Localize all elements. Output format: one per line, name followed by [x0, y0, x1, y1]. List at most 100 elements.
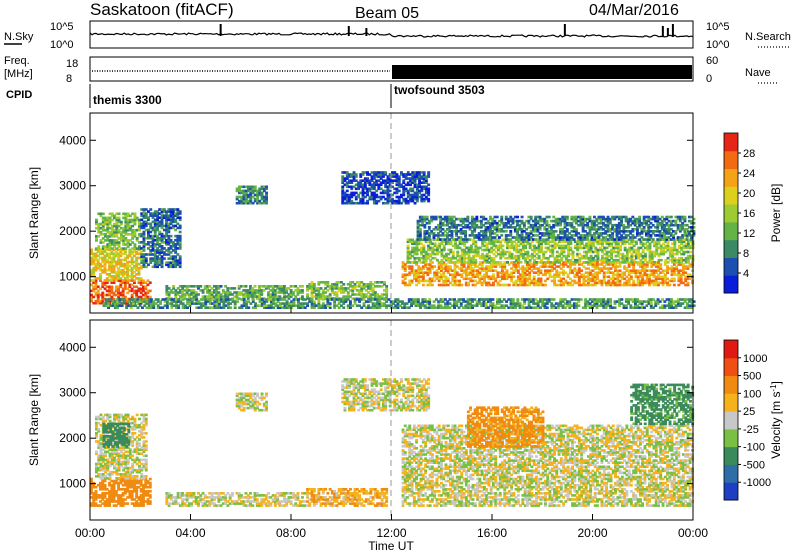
data-cell — [160, 216, 164, 219]
data-cell — [588, 232, 592, 235]
data-cell — [538, 236, 542, 239]
data-cell — [555, 269, 559, 272]
data-cell — [543, 232, 547, 235]
data-cell — [485, 273, 489, 277]
data-cell — [122, 243, 126, 246]
data-cell — [561, 217, 565, 221]
data-cell — [665, 221, 669, 225]
data-cell — [467, 254, 471, 258]
data-cell — [119, 283, 123, 287]
data-cell — [483, 261, 487, 264]
data-cell — [409, 197, 412, 201]
data-cell — [448, 219, 452, 223]
data-cell — [112, 271, 116, 274]
data-cell — [114, 277, 118, 280]
data-cell — [108, 243, 112, 246]
data-cell — [134, 304, 138, 307]
data-cell — [386, 199, 390, 203]
data-cell — [436, 258, 439, 262]
data-cell — [629, 269, 633, 272]
data-cell — [479, 238, 483, 241]
data-cell — [512, 248, 516, 252]
data-cell — [138, 300, 142, 303]
data-cell — [632, 244, 636, 248]
data-cell — [484, 230, 488, 233]
data-cell — [153, 224, 157, 228]
data-cell — [558, 246, 561, 250]
data-cell — [492, 242, 496, 246]
data-cell — [415, 273, 418, 277]
data-cell — [643, 269, 647, 272]
data-cell — [499, 250, 503, 254]
data-cell — [326, 281, 330, 284]
data-cell — [456, 250, 460, 254]
data-cell — [555, 250, 559, 254]
data-cell — [178, 224, 182, 228]
data-cell — [536, 226, 540, 229]
data-cell — [442, 267, 446, 270]
data-cell — [103, 260, 107, 264]
data-cell — [674, 219, 678, 223]
data-cell — [151, 212, 155, 215]
data-cell — [658, 236, 662, 239]
data-cell — [581, 230, 585, 233]
data-cell — [616, 252, 620, 256]
data-cell — [156, 263, 159, 267]
data-cell — [674, 230, 678, 233]
data-cell — [242, 189, 246, 193]
data-cell — [623, 265, 627, 268]
data-cell — [133, 285, 136, 289]
data-cell — [632, 271, 636, 274]
data-cell — [237, 293, 241, 296]
data-cell — [681, 228, 685, 231]
data-cell — [411, 175, 415, 178]
data-cell — [114, 275, 118, 278]
data-cell — [458, 242, 462, 246]
data-cell — [628, 246, 632, 250]
data-cell — [668, 248, 672, 252]
data-cell — [549, 254, 552, 258]
data-cell — [92, 268, 96, 272]
data-cell — [306, 289, 309, 292]
data-cell — [501, 238, 505, 242]
data-cell — [142, 245, 146, 248]
data-cell — [351, 287, 355, 290]
data-cell — [467, 246, 471, 250]
data-cell — [333, 285, 337, 288]
data-cell — [397, 195, 401, 199]
data-cell — [426, 246, 430, 250]
data-cell — [373, 293, 377, 296]
data-cell — [416, 230, 420, 233]
data-cell — [144, 214, 148, 217]
data-cell — [569, 246, 573, 250]
data-cell — [122, 247, 126, 250]
nsky-label: N.Sky — [4, 31, 34, 43]
data-cell — [616, 250, 620, 254]
data-cell — [662, 250, 665, 254]
data-cell — [659, 275, 663, 279]
data-cell — [491, 223, 495, 227]
data-cell — [556, 234, 560, 237]
data-cell — [411, 199, 415, 203]
data-cell — [153, 220, 157, 224]
data-cell — [156, 216, 159, 219]
data-cell — [103, 271, 107, 274]
data-cell — [552, 230, 556, 233]
data-cell — [116, 306, 119, 309]
data-cell — [351, 289, 355, 292]
data-cell — [142, 249, 146, 252]
data-cell — [680, 248, 684, 252]
data-cell — [474, 246, 478, 250]
data-cell — [249, 293, 252, 296]
data-cell — [238, 195, 241, 199]
data-cell — [123, 273, 127, 276]
data-cell — [489, 269, 493, 272]
data-cell — [119, 247, 123, 250]
data-cell — [617, 215, 621, 219]
data-cell — [657, 242, 661, 246]
data-cell — [348, 181, 351, 184]
data-cell — [569, 248, 573, 252]
data-cell — [492, 261, 496, 264]
data-cell — [426, 254, 430, 258]
data-cell — [363, 181, 367, 184]
